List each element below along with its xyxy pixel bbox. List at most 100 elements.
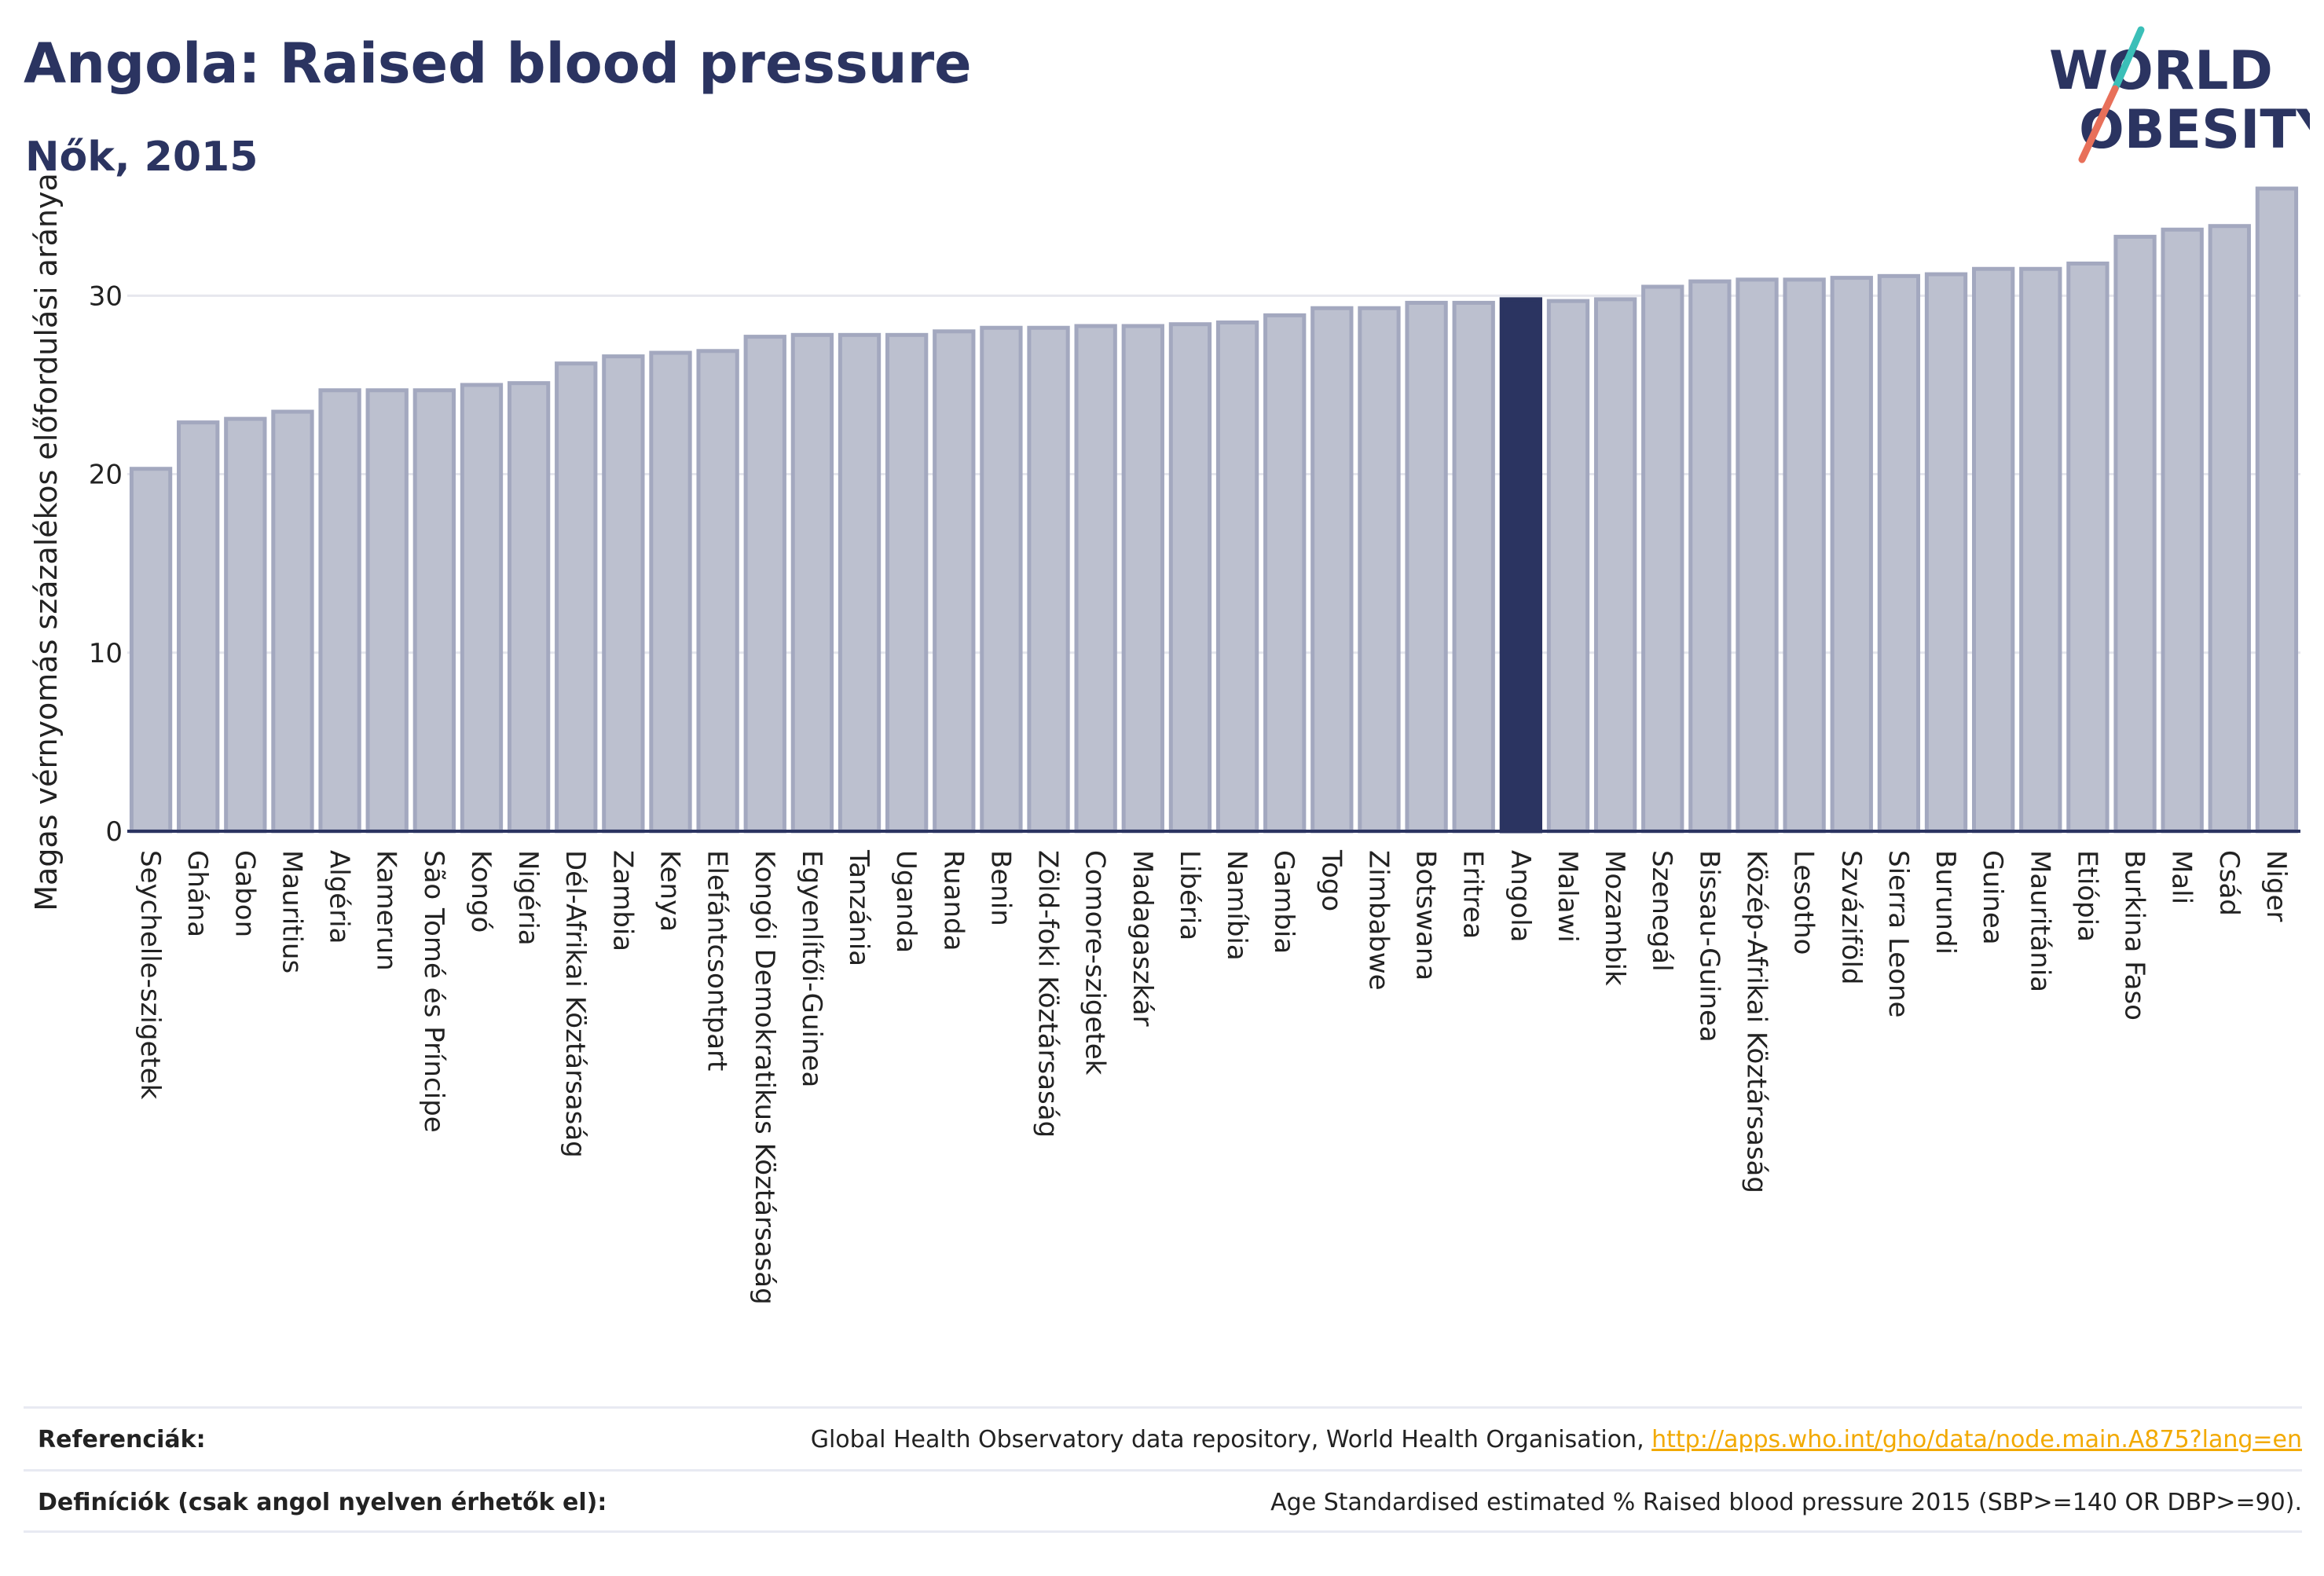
x-tick-label: Kamerun <box>371 850 402 971</box>
bar[interactable] <box>2066 261 2110 834</box>
bar[interactable] <box>1830 276 1873 834</box>
bar[interactable] <box>1405 300 1448 834</box>
bar[interactable] <box>555 361 598 834</box>
bar[interactable] <box>838 332 882 834</box>
bar[interactable] <box>1971 266 2015 834</box>
x-tick-label: Egyenlítői-Guinea <box>796 850 827 1087</box>
y-tick-label: 10 <box>89 638 123 669</box>
bar[interactable] <box>1924 272 1968 834</box>
x-tick-label: Malawi <box>1552 850 1583 943</box>
bar[interactable] <box>2019 266 2062 834</box>
y-tick-label: 30 <box>89 280 123 312</box>
bar[interactable] <box>602 354 645 834</box>
x-tick-label: Ruanda <box>937 850 969 951</box>
bar[interactable] <box>507 381 551 834</box>
x-tick-label: Tanzánia <box>843 849 874 966</box>
bar[interactable] <box>1877 273 1921 834</box>
chart-title: Angola: Raised blood pressure <box>24 31 972 96</box>
definitions-row: Definíciók (csak angol nyelven érhetők e… <box>24 1469 2302 1534</box>
bar[interactable] <box>1027 325 1070 834</box>
bar[interactable] <box>412 388 456 834</box>
x-tick-label: Guinea <box>1977 850 2008 945</box>
bar[interactable] <box>2208 224 2251 834</box>
bar[interactable] <box>649 350 692 834</box>
bar[interactable] <box>318 388 361 834</box>
x-tick-label: Mauritánia <box>2024 850 2055 992</box>
x-tick-label: Sierra Leone <box>1882 850 1914 1017</box>
bar[interactable] <box>1263 313 1307 834</box>
x-tick-label: Bissau-Guinea <box>1693 850 1725 1043</box>
x-tick-label: Kongó <box>465 850 497 933</box>
y-tick-label: 20 <box>89 460 123 491</box>
x-tick-label: Benin <box>984 850 1016 926</box>
x-tick-label: Zöld-foki Köztársaság <box>1032 850 1064 1138</box>
x-tick-label: Mozambik <box>1599 850 1630 986</box>
logo-line2: OBESITY <box>2079 99 2310 161</box>
x-tick-label: Comore-szigetek <box>1080 850 1111 1076</box>
x-tick-label: Nigéria <box>512 850 544 946</box>
definitions-text: Age Standardised estimated % Raised bloo… <box>1270 1489 2302 1516</box>
references-value: Global Health Observatory data repositor… <box>811 1426 2302 1453</box>
bar[interactable] <box>1121 324 1164 834</box>
bar-highlighted[interactable] <box>1499 297 1543 834</box>
bar[interactable] <box>790 332 834 834</box>
references-text: Global Health Observatory data repositor… <box>810 1426 1652 1453</box>
bar[interactable] <box>933 329 976 834</box>
x-tick-label: Botswana <box>1410 850 1442 980</box>
bar[interactable] <box>696 349 739 834</box>
world-obesity-logo[interactable]: WORLD OBESITY <box>2043 22 2324 171</box>
x-tick-label: Elefántcsontpart <box>702 850 733 1071</box>
bar[interactable] <box>1546 299 1590 834</box>
bar[interactable] <box>1736 277 1779 834</box>
logo-slash-top <box>2111 26 2145 93</box>
x-tick-label: Algéria <box>324 850 355 944</box>
bar[interactable] <box>177 420 220 834</box>
bar[interactable] <box>1358 306 1401 834</box>
x-tick-label: Libéria <box>1174 850 1205 940</box>
bar[interactable] <box>1215 320 1259 834</box>
bar[interactable] <box>271 409 314 834</box>
definitions-label: Definíciók (csak angol nyelven érhetők e… <box>38 1489 607 1516</box>
bar[interactable] <box>224 416 267 834</box>
logo-slash-bottom <box>2078 85 2119 163</box>
bar[interactable] <box>980 325 1023 834</box>
bar[interactable] <box>1074 324 1117 834</box>
x-tick-label: Szenegál <box>1646 850 1677 972</box>
bar[interactable] <box>460 383 504 834</box>
x-tick-label: Etiópia <box>2071 850 2102 942</box>
bar[interactable] <box>2113 234 2157 834</box>
bar[interactable] <box>2161 227 2204 834</box>
y-tick-label: 0 <box>105 816 123 848</box>
references-label: Referenciák: <box>38 1426 206 1453</box>
x-tick-label: Niger <box>2260 850 2292 922</box>
bar[interactable] <box>1168 322 1212 834</box>
bar[interactable] <box>2255 186 2299 834</box>
y-tick-labels: 0 10 20 30 <box>89 280 123 848</box>
bar[interactable] <box>743 335 786 834</box>
x-tick-label: Lesotho <box>1788 850 1820 955</box>
bar[interactable] <box>1688 279 1732 834</box>
bar[interactable] <box>1452 300 1495 834</box>
x-tick-label: Zambia <box>607 850 638 951</box>
bar[interactable] <box>1593 297 1637 834</box>
bar[interactable] <box>1310 306 1354 834</box>
y-axis-label: Magas vérnyomás százalékos előfordulási … <box>29 173 64 911</box>
bar[interactable] <box>1783 277 1826 834</box>
x-tick-label: Kongói Demokratikus Köztársaság <box>749 850 780 1305</box>
x-tick-label: Burundi <box>1930 850 1961 955</box>
bars <box>129 186 2299 834</box>
x-tick-label: Gabon <box>229 850 260 937</box>
logo-line1: WORLD <box>2049 40 2273 102</box>
x-tick-label: Gambia <box>1268 850 1299 954</box>
bar[interactable] <box>885 332 929 834</box>
x-tick-label: São Tomé és Príncipe <box>418 850 449 1133</box>
chart-subtitle: Nők, 2015 <box>25 134 258 181</box>
references-row: Referenciák: Global Health Observatory d… <box>24 1406 2302 1472</box>
bar[interactable] <box>1641 284 1684 834</box>
bar[interactable] <box>365 388 409 834</box>
x-tick-label: Burkina Faso <box>2119 850 2150 1021</box>
x-tick-label: Zimbabwe <box>1362 850 1394 991</box>
references-link[interactable]: http://apps.who.int/gho/data/node.main.A… <box>1651 1426 2302 1453</box>
bar[interactable] <box>129 467 173 834</box>
x-tick-label: Seychelle-szigetek <box>134 850 166 1100</box>
